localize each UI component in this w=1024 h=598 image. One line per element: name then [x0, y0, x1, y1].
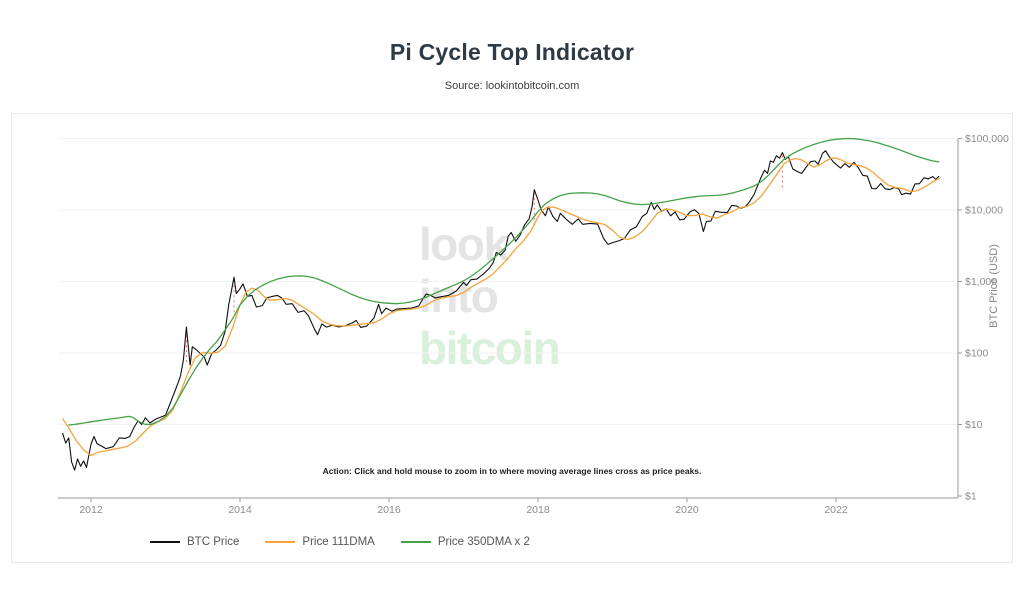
x-tick-label: 2014: [228, 504, 252, 516]
price-chart-plot[interactable]: BTC Price (USD) 2012 2014 2016 2018 2020 2022…: [12, 114, 1014, 564]
x-tick-label: 2016: [377, 504, 401, 516]
y-tick-label: $10,000: [965, 205, 1003, 217]
legend-item-btc-price[interactable]: BTC Price: [150, 536, 239, 548]
legend-item-price-350dma-x2[interactable]: Price 350DMA x 2: [400, 536, 530, 548]
y-tick-label: $10: [965, 419, 983, 431]
page-title: Pi Cycle Top Indicator: [389, 39, 635, 65]
x-tick-label: 2020: [675, 504, 699, 516]
x-tick-label: 2018: [526, 504, 550, 516]
y-axis-title: BTC Price (USD): [988, 244, 1000, 328]
y-tick-label: $1,000: [965, 276, 997, 288]
x-tick-label: 2022: [824, 504, 848, 516]
y-tick-label: $100,000: [965, 133, 1009, 145]
chart-legend: BTC Price Price 111DMA Price 350DMA x 2: [150, 536, 530, 548]
legend-label-price-111dma: Price 111DMA: [302, 536, 375, 548]
y-tick-label: $100: [965, 348, 989, 360]
x-tick-label: 2012: [79, 504, 103, 516]
zoom-instruction-annotation: Action: Click and hold mouse to zoom in …: [322, 466, 702, 476]
chart-source: Source: lookintobitcoin.com: [444, 80, 580, 92]
series-btc-price: [62, 150, 940, 471]
chart-card: look into bitcoin BTC Price (USD) 2012 20…: [11, 113, 1013, 563]
price-111dma-line-icon: [265, 541, 296, 543]
legend-label-price-350dma-x2: Price 350DMA x 2: [437, 536, 530, 548]
legend-item-price-111dma[interactable]: Price 111DMA: [265, 536, 375, 548]
legend-label-btc-price: BTC Price: [187, 536, 240, 548]
price-350dma-x2-line-icon: [400, 541, 431, 543]
watermark-line-3: bitcoin: [419, 321, 561, 374]
btc-price-line-icon: [150, 541, 180, 543]
series-price-350dma-x-2: [68, 137, 940, 426]
series-price-111dma: [62, 157, 940, 457]
y-tick-label: $1: [965, 491, 977, 503]
